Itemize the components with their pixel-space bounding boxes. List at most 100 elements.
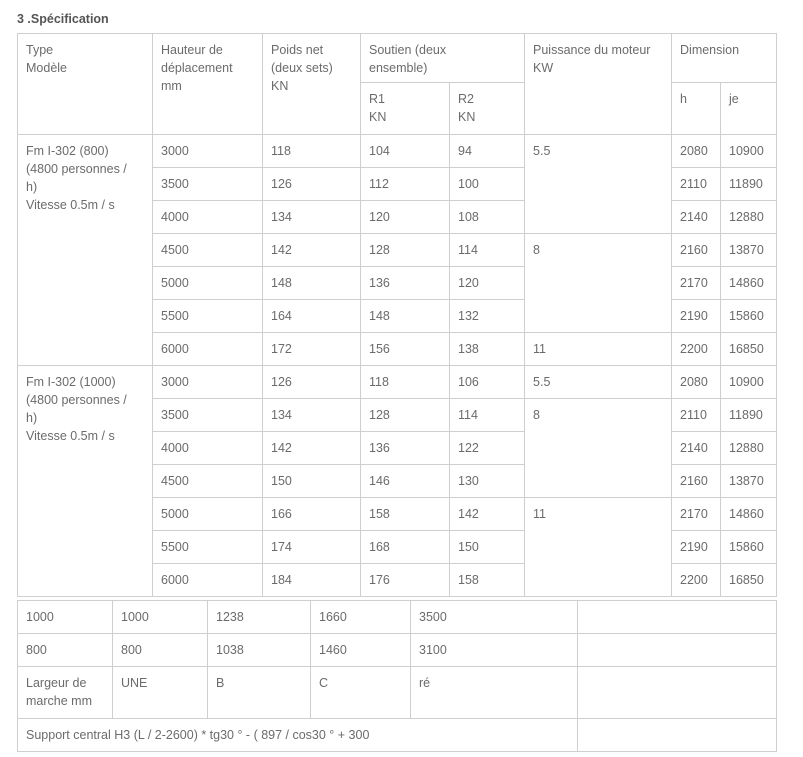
table-row: 4000 134 120 108 2140 12880 [18,200,778,234]
step-cell: 1000 [17,600,113,634]
empty-cell [577,718,777,752]
weight-cell: 126 [262,365,361,399]
height-cell: 5000 [152,266,263,300]
header-dimension: Dimension [671,33,778,83]
header-support: Soutien (deux ensemble) [359,33,526,83]
header-row: Type Modèle Hauteur de déplacement mm Poids n… [17,33,778,135]
r2-cell: 132 [448,299,526,333]
table-row: 1000 1000 1238 1660 3500 [17,600,777,634]
height-cell: 5000 [152,497,263,531]
height-cell: 4000 [152,200,263,234]
r1-cell: 136 [360,431,450,465]
weight-cell: 134 [262,200,361,234]
weight-cell: 134 [262,398,361,432]
dim-h-cell: 2170 [671,497,722,531]
dim-h-cell: 2110 [671,398,722,432]
table-row: Fm I-302 (1000) (4800 personnes / h) Vitess… [17,365,778,597]
step-cell [577,633,777,667]
dim-je-cell: 10900 [720,365,778,399]
height-cell: 3500 [152,167,263,201]
power-cell: 8 [524,233,673,333]
model-cell: Fm I-302 (800) (4800 personnes / h) Vitesse… [17,134,153,366]
weight-cell: 126 [262,167,361,201]
r2-cell: 138 [448,332,526,366]
dim-je-cell: 13870 [720,233,778,267]
dim-h-cell: 2140 [671,431,722,465]
height-cell: 4500 [152,233,263,267]
table-row: 6000 184 176 158 2200 16850 [18,563,778,597]
dim-h-cell: 2160 [671,233,722,267]
header-dim-je: je [720,82,778,135]
r2-cell: 108 [448,200,526,234]
dim-je-cell: 16850 [720,332,778,366]
r2-cell: 114 [448,233,526,267]
dim-je-cell: 15860 [720,530,778,564]
height-cell: 3000 [152,134,263,168]
weight-cell: 142 [262,431,361,465]
r1-cell: 146 [360,464,450,498]
table-row: 5500 164 148 132 2190 15860 [18,299,778,333]
step-cell: 1038 [207,633,311,667]
table-row: 3500 126 112 100 2110 11890 [18,167,778,201]
formula-row: Support central H3 (L / 2-2600) * tg30 °… [17,718,777,752]
power-cell: 5.5 [524,134,673,234]
step-cell: 3500 [410,600,578,634]
r1-cell: 136 [360,266,450,300]
r2-cell: 106 [448,365,526,399]
r2-cell: 150 [448,530,526,564]
formula-cell: Support central H3 (L / 2-2600) * tg30 °… [17,718,578,752]
weight-cell: 164 [262,299,361,333]
r1-cell: 118 [360,365,450,399]
dim-je-cell: 11890 [720,167,778,201]
step-cell: 1238 [207,600,311,634]
dim-h-cell: 2080 [671,134,722,168]
weight-cell: 148 [262,266,361,300]
r1-cell: 168 [360,530,450,564]
step-cell [577,666,777,719]
weight-cell: 172 [262,332,361,366]
table-row: 6000 172 156 138 11 2200 16850 [18,332,778,366]
power-cell: 11 [524,497,673,597]
dim-h-cell: 2190 [671,299,722,333]
step-cell: 800 [112,633,208,667]
r2-cell: 122 [448,431,526,465]
table-row: 800 800 1038 1460 3100 [17,633,777,667]
header-power: Puissance du moteur KW [524,33,673,135]
step-cell: UNE [112,666,208,719]
weight-cell: 184 [262,563,361,597]
dim-h-cell: 2200 [671,332,722,366]
header-dim-h: h [671,82,722,135]
r1-cell: 112 [360,167,450,201]
dim-je-cell: 16850 [720,563,778,597]
height-cell: 3500 [152,398,263,432]
table-row: 4500 150 146 130 2160 13870 [18,464,778,498]
step-cell: C [310,666,411,719]
step-cell: B [207,666,311,719]
step-cell: 1660 [310,600,411,634]
r2-cell: 120 [448,266,526,300]
height-cell: 3000 [152,365,263,399]
header-height: Hauteur de déplacement mm [152,33,263,135]
r1-cell: 120 [360,200,450,234]
height-cell: 5500 [152,530,263,564]
step-cell: Largeur de marche mm [17,666,113,719]
step-cell: 800 [17,633,113,667]
table-row: 5000 166 158 142 11 2170 14860 [18,497,778,597]
height-cell: 4000 [152,431,263,465]
table-row: 3500 134 128 114 8 2110 11890 [18,398,778,498]
step-cell: 1000 [112,600,208,634]
dim-je-cell: 14860 [720,497,778,531]
dim-je-cell: 13870 [720,464,778,498]
power-cell: 5.5 [524,365,673,399]
r1-cell: 128 [360,233,450,267]
dim-h-cell: 2190 [671,530,722,564]
table-row: 5000 148 136 120 2170 14860 [18,266,778,300]
specification-table: Type Modèle Hauteur de déplacement mm Poids n… [17,33,778,597]
header-r2: R2 KN [448,82,526,135]
r2-cell: 94 [448,134,526,168]
step-cell: 3100 [410,633,578,667]
step-cell [577,600,777,634]
power-cell: 11 [524,332,673,366]
r2-cell: 130 [448,464,526,498]
